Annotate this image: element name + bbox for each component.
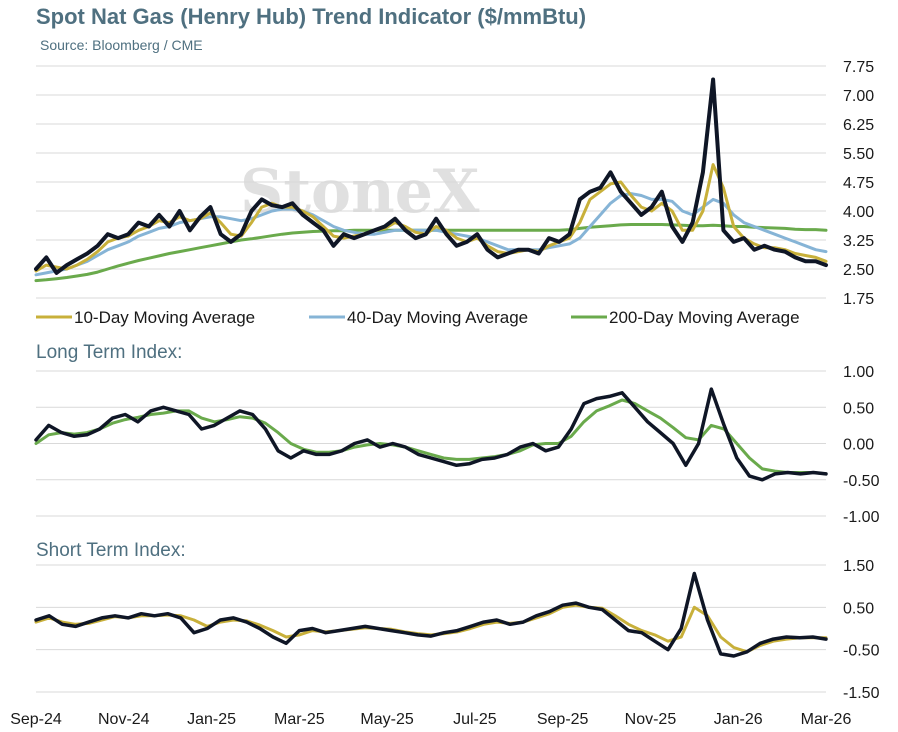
x-tick-label: Jan-26 — [714, 711, 763, 728]
panel-title-long-term: Long Term Index: — [36, 342, 182, 363]
series-line-ma200-panel-2 — [34, 398, 828, 476]
x-tick-label: Jan-25 — [187, 711, 236, 728]
y-tick-label: 2.50 — [843, 262, 874, 279]
x-tick-label: Sep-25 — [537, 711, 589, 728]
series-line-ma200-panel-1 — [34, 223, 828, 283]
y-tick-label: 4.75 — [843, 175, 874, 192]
x-tick-label: Mar-26 — [801, 711, 852, 728]
x-tick-label: Nov-25 — [625, 711, 677, 728]
y-tick-label: 4.00 — [843, 204, 874, 221]
y-tick-label: 1.50 — [843, 558, 874, 575]
stonex-watermark: StoneX — [240, 157, 480, 227]
y-tick-label: 0.00 — [843, 437, 874, 454]
y-tick-label: 3.25 — [843, 233, 874, 250]
x-tick-label: Sep-24 — [10, 711, 62, 728]
y-tick-label: 5.50 — [843, 146, 874, 163]
y-tick-label: -1.00 — [843, 509, 880, 526]
legend-label-ma40: 40-Day Moving Average — [347, 308, 528, 327]
series-line-price-panel-3 — [34, 571, 828, 658]
y-tick-label: 0.50 — [843, 600, 874, 617]
panel-title-short-term: Short Term Index: — [36, 540, 186, 561]
legend-label-ma10: 10-Day Moving Average — [74, 308, 255, 327]
y-tick-label: 6.25 — [843, 117, 874, 134]
y-tick-label: 7.75 — [843, 59, 874, 76]
y-tick-label: -0.50 — [843, 473, 880, 490]
y-tick-label: 0.50 — [843, 400, 874, 417]
y-tick-label: 1.00 — [843, 364, 874, 381]
legend-label-ma200: 200-Day Moving Average — [609, 308, 800, 327]
source-note: Source: Bloomberg / CME — [40, 37, 203, 53]
series-line-price-panel-2 — [34, 387, 828, 482]
y-tick-label: -0.50 — [843, 643, 880, 660]
y-tick-label: -1.50 — [843, 685, 880, 702]
x-tick-label: May-25 — [360, 711, 413, 728]
x-tick-label: Mar-25 — [274, 711, 325, 728]
chart-title: Spot Nat Gas (Henry Hub) Trend Indicator… — [36, 4, 587, 29]
series-line-price-panel-1 — [34, 77, 828, 275]
y-tick-label: 1.75 — [843, 291, 874, 308]
x-tick-label: Jul-25 — [453, 711, 497, 728]
x-tick-label: Nov-24 — [98, 711, 150, 728]
series-line-ma10-panel-3 — [34, 603, 828, 654]
y-tick-label: 7.00 — [843, 88, 874, 105]
